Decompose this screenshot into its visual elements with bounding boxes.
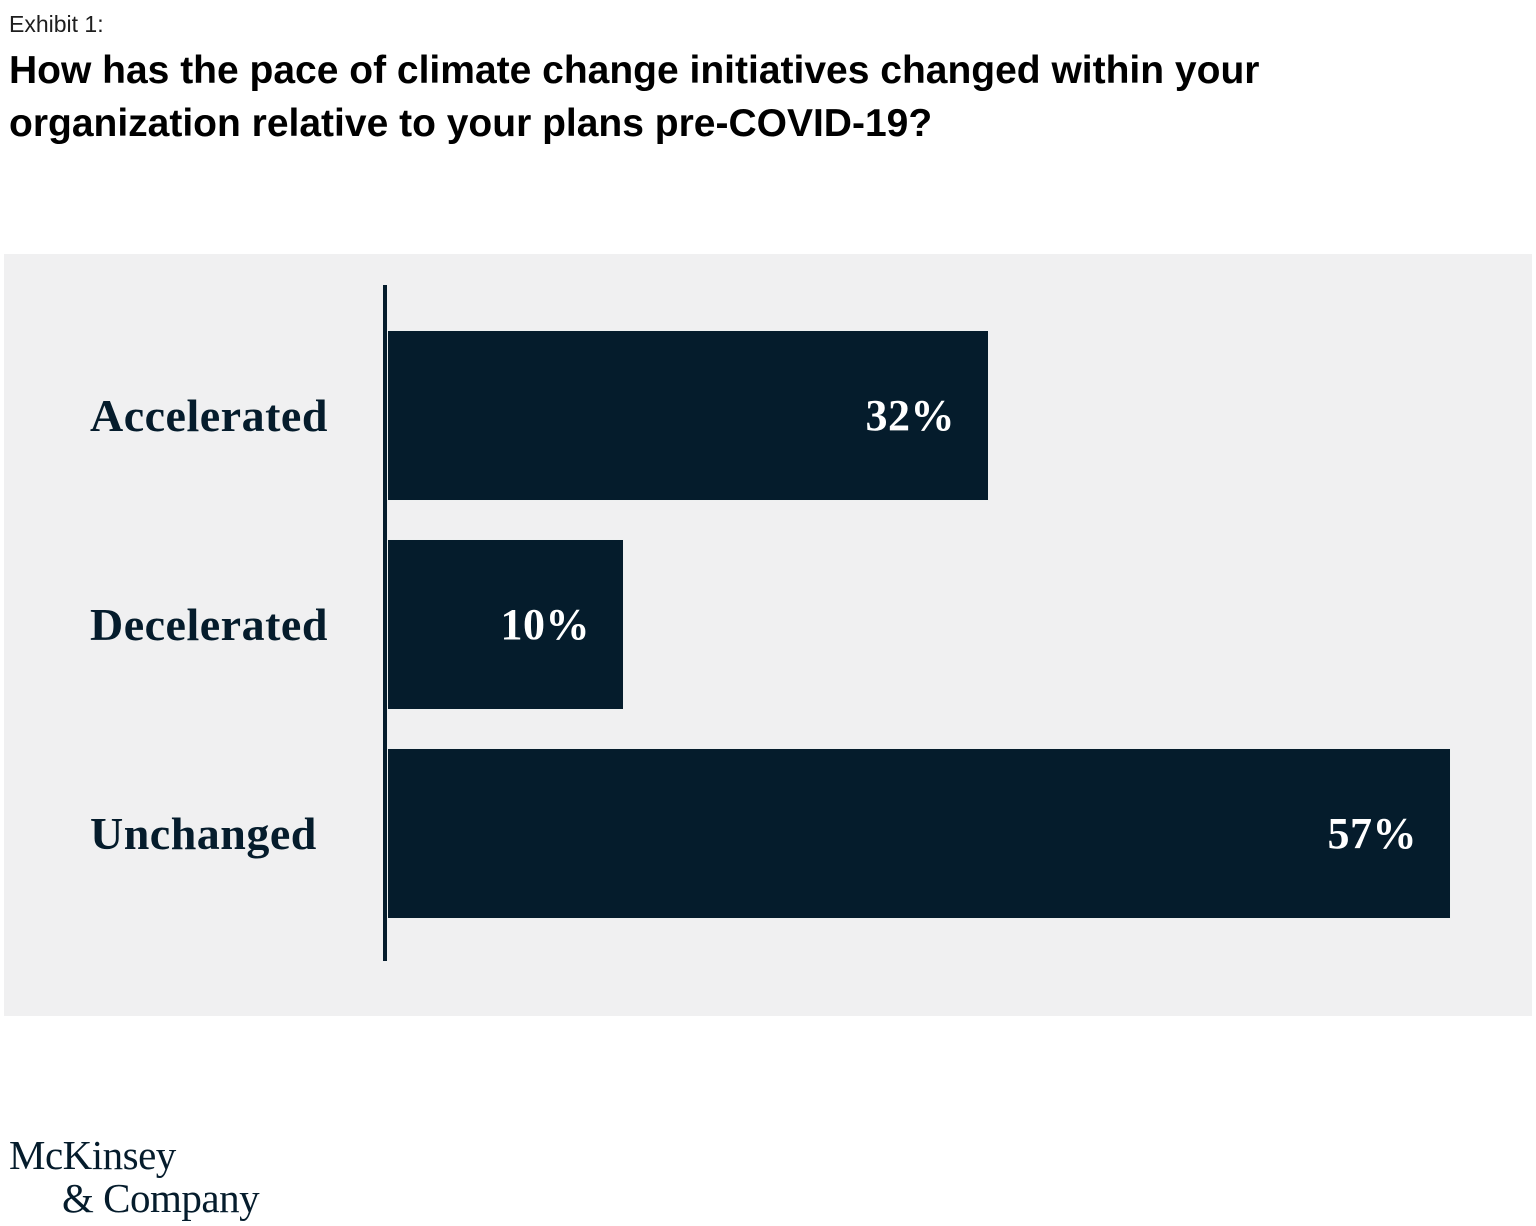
value-label-decelerated: 10% xyxy=(500,600,590,649)
chart-title-line-1: How has the pace of climate change initi… xyxy=(9,49,1260,92)
logo-line-mckinsey: McKinsey xyxy=(9,1132,176,1178)
chart-title-line-2: organization relative to your plans pre-… xyxy=(9,102,933,145)
category-label-unchanged: Unchanged xyxy=(90,808,317,859)
value-label-accelerated: 32% xyxy=(865,391,955,440)
bar-decelerated: 10% xyxy=(387,539,624,710)
y-axis-line xyxy=(383,285,387,961)
bar-row-accelerated: Accelerated 32% xyxy=(4,330,1532,501)
bar-row-decelerated: Decelerated 10% xyxy=(4,539,1532,710)
logo-line-company: & Company xyxy=(62,1175,260,1221)
exhibit-label: Exhibit 1: xyxy=(9,11,104,37)
category-label-decelerated: Decelerated xyxy=(90,599,328,650)
bar-row-unchanged: Unchanged 57% xyxy=(4,748,1532,919)
chart-title: How has the pace of climate change initi… xyxy=(9,44,1536,150)
bar-accelerated: 32% xyxy=(387,330,989,501)
bar-chart-panel: Accelerated 32% Decelerated 10% Unchange… xyxy=(4,254,1532,1016)
mckinsey-company-logo: McKinsey & Company xyxy=(9,1132,260,1221)
value-label-unchanged: 57% xyxy=(1327,809,1417,858)
bar-unchanged: 57% xyxy=(387,748,1451,919)
exhibit-header: Exhibit 1: How has the pace of climate c… xyxy=(0,0,1536,150)
category-label-accelerated: Accelerated xyxy=(90,390,328,441)
